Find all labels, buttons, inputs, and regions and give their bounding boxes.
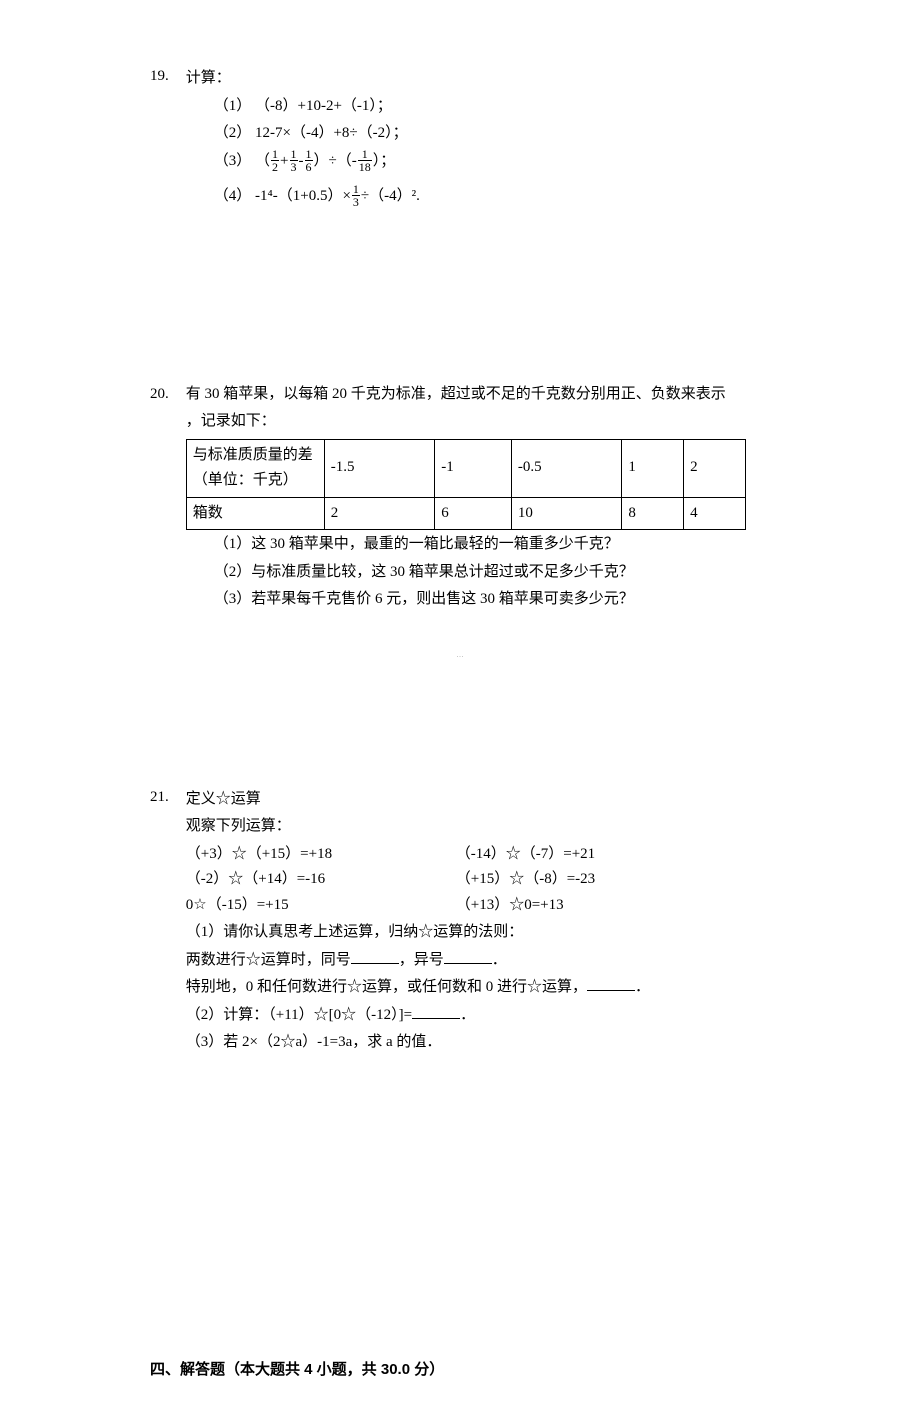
example-left: （-2）☆（+14）=-16 bbox=[186, 867, 366, 893]
q20-sub1: （1）这 30 箱苹果中，最重的一箱比最轻的一箱重多少千克？ bbox=[186, 532, 746, 558]
text: （ bbox=[255, 153, 270, 169]
part-expr: 12-7×（-4）+8÷（-2）； bbox=[255, 125, 408, 141]
example-right: （+13）☆0=+13 bbox=[456, 893, 636, 919]
text: -1⁴-（1+0.5）× bbox=[255, 188, 351, 204]
question-body: 有 30 箱苹果，以每箱 20 千克为标准，超过或不足的千克数分别用正、负数来表… bbox=[186, 382, 746, 615]
cell: 2 bbox=[684, 439, 746, 497]
text: ÷（-4）². bbox=[361, 188, 420, 204]
watermark-icon: … bbox=[456, 650, 464, 659]
text: ． bbox=[492, 952, 507, 968]
cell: 8 bbox=[622, 497, 684, 530]
q20-intro-a: 有 30 箱苹果，以每箱 20 千克为标准，超过或不足的千克数分别用正、负数来表… bbox=[186, 386, 726, 402]
fraction: 16 bbox=[305, 148, 313, 173]
q21-sub2: （2）计算：（+11）☆[0☆（-12）]= ． bbox=[186, 1003, 746, 1029]
question-20: 20. 有 30 箱苹果，以每箱 20 千克为标准，超过或不足的千克数分别用正、… bbox=[150, 382, 770, 615]
q20-sub3: （3）若苹果每千克售价 6 元，则出售这 30 箱苹果可卖多少元？ bbox=[186, 587, 746, 613]
question-body: 定义☆运算 观察下列运算： （+3）☆（+15）=+18 （-14）☆（-7）=… bbox=[186, 785, 746, 1058]
cell: 2 bbox=[324, 497, 435, 530]
text: ． bbox=[635, 979, 650, 995]
question-number: 19. bbox=[150, 64, 182, 90]
examples-row: （-2）☆（+14）=-16 （+15）☆（-8）=-23 bbox=[186, 867, 746, 893]
cell: 4 bbox=[684, 497, 746, 530]
q20-intro-b: ，记录如下： bbox=[186, 409, 746, 435]
fraction: 13 bbox=[290, 148, 298, 173]
cell: -1.5 bbox=[324, 439, 435, 497]
text: 特别地，0 和任何数进行☆运算，或任何数和 0 进行☆运算， bbox=[186, 979, 587, 995]
question-19: 19. 计算： （1） （-8）+10-2+（-1）； （2） 12-7×（-4… bbox=[150, 64, 770, 212]
cell-header: 箱数 bbox=[186, 497, 324, 530]
q21-rule-b: 特别地，0 和任何数进行☆运算，或任何数和 0 进行☆运算， ． bbox=[186, 975, 746, 1001]
q21-sub3: （3）若 2×（2☆a）-1=3a，求 a 的值． bbox=[186, 1030, 746, 1056]
part-label: （2） bbox=[214, 125, 252, 141]
q21-sub1: （1）请你认真思考上述运算，归纳☆运算的法则： bbox=[186, 920, 746, 946]
text: ）； bbox=[373, 153, 396, 169]
question-number: 21. bbox=[150, 785, 182, 811]
blank bbox=[412, 1003, 460, 1019]
cell: -0.5 bbox=[511, 439, 622, 497]
q21-title: 定义☆运算 bbox=[186, 787, 746, 813]
text: ，异号 bbox=[399, 952, 444, 968]
fraction: 12 bbox=[271, 148, 279, 173]
q20-table: 与标准质质量的差（单位：千克） -1.5 -1 -0.5 1 2 箱数 2 6 … bbox=[186, 439, 746, 531]
fraction: 118 bbox=[358, 148, 372, 173]
part-label: （3） bbox=[214, 153, 252, 169]
q21-observe: 观察下列运算： bbox=[186, 814, 746, 840]
part-expr: （-8）+10-2+（-1）； bbox=[255, 98, 392, 114]
text: ）÷（- bbox=[314, 153, 357, 169]
fraction: 13 bbox=[352, 183, 360, 208]
blank bbox=[444, 948, 492, 964]
q19-part2: （2） 12-7×（-4）+8÷（-2）； bbox=[186, 121, 746, 147]
table-row: 与标准质质量的差（单位：千克） -1.5 -1 -0.5 1 2 bbox=[186, 439, 745, 497]
text: + bbox=[280, 153, 288, 169]
example-left: （+3）☆（+15）=+18 bbox=[186, 842, 366, 868]
cell: -1 bbox=[435, 439, 512, 497]
question-body: 计算： （1） （-8）+10-2+（-1）； （2） 12-7×（-4）+8÷… bbox=[186, 64, 746, 212]
text: - bbox=[299, 153, 304, 169]
question-21: 21. 定义☆运算 观察下列运算： （+3）☆（+15）=+18 （-14）☆（… bbox=[150, 785, 770, 1058]
part-label: （4） bbox=[214, 188, 252, 204]
text: （2）计算：（+11）☆[0☆（-12）]= bbox=[186, 1007, 412, 1023]
examples-row: （+3）☆（+15）=+18 （-14）☆（-7）=+21 bbox=[186, 842, 746, 868]
blank bbox=[587, 975, 635, 991]
cell: 10 bbox=[511, 497, 622, 530]
q19-part3: （3） （12+13-16）÷（-118）； bbox=[186, 149, 746, 175]
table-row: 箱数 2 6 10 8 4 bbox=[186, 497, 745, 530]
example-right: （-14）☆（-7）=+21 bbox=[456, 842, 636, 868]
part-label: （1） bbox=[214, 98, 252, 114]
q21-rule-a: 两数进行☆运算时，同号 ，异号 ． bbox=[186, 948, 746, 974]
blank bbox=[351, 948, 399, 964]
cell: 1 bbox=[622, 439, 684, 497]
section-heading: 四、解答题（本大题共 4 小题，共 30.0 分） bbox=[150, 1358, 770, 1379]
example-right: （+15）☆（-8）=-23 bbox=[456, 867, 636, 893]
question-number: 20. bbox=[150, 382, 182, 408]
q19-part1: （1） （-8）+10-2+（-1）； bbox=[186, 94, 746, 120]
q19-title: 计算： bbox=[186, 66, 746, 92]
text: 两数进行☆运算时，同号 bbox=[186, 952, 351, 968]
examples-row: 0☆（-15）=+15 （+13）☆0=+13 bbox=[154, 893, 746, 919]
cell: 6 bbox=[435, 497, 512, 530]
text: ． bbox=[460, 1007, 475, 1023]
cell-header: 与标准质质量的差（单位：千克） bbox=[186, 439, 324, 497]
q20-sub2: （2）与标准质量比较，这 30 箱苹果总计超过或不足多少千克？ bbox=[186, 560, 746, 586]
q19-part4: （4） -1⁴-（1+0.5）×13÷（-4）². bbox=[186, 184, 746, 210]
example-left: 0☆（-15）=+15 bbox=[186, 893, 366, 919]
